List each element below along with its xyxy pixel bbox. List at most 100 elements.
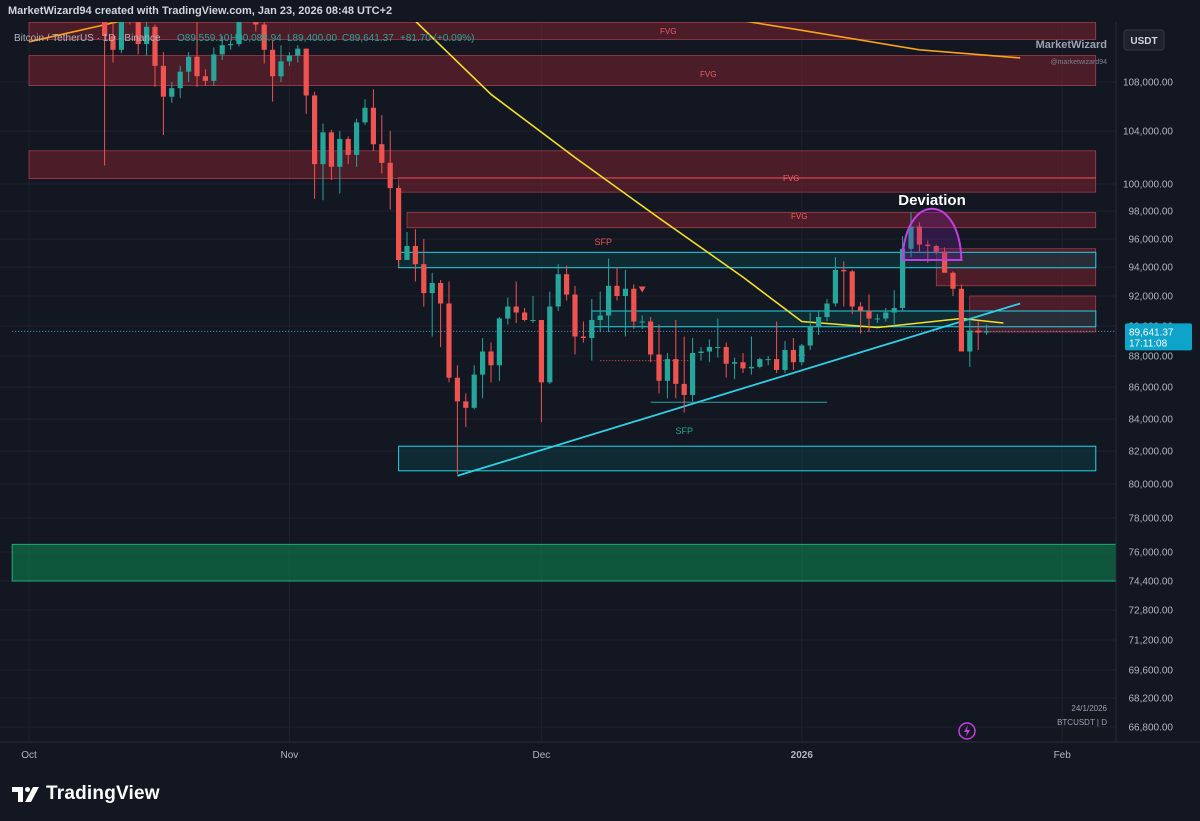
time-axis: Oct Nov Dec 2026 Feb <box>0 741 1200 770</box>
candle-body <box>639 321 645 323</box>
candle <box>681 336 687 413</box>
triangle-down-marker <box>638 286 646 293</box>
lightning-icon[interactable] <box>958 722 976 740</box>
candle <box>295 45 301 63</box>
candle-body <box>152 26 158 66</box>
candle <box>908 212 914 258</box>
candle <box>858 302 864 334</box>
candle <box>228 40 234 50</box>
candle-body <box>480 351 486 375</box>
candle <box>648 317 654 363</box>
candle <box>530 296 536 323</box>
candle-body <box>488 351 494 366</box>
candle-body <box>706 347 712 352</box>
candles <box>102 22 990 475</box>
time-tick-label: Feb <box>1054 750 1072 761</box>
candle <box>522 308 528 322</box>
candle-body <box>328 132 334 167</box>
candle <box>639 315 645 329</box>
candle-body <box>950 272 956 289</box>
candle <box>438 280 444 347</box>
candle-body <box>169 88 175 97</box>
candle-body <box>110 36 116 50</box>
sfp-label-top: SFP <box>594 237 612 247</box>
candle-body <box>421 264 427 294</box>
price-tick-label: 104,000.00 <box>1123 127 1173 138</box>
candle <box>690 338 696 402</box>
candle-body <box>774 359 780 370</box>
candle-body <box>698 351 704 353</box>
candle-body <box>883 312 889 319</box>
candle <box>488 342 494 383</box>
deviation-arc <box>901 207 963 261</box>
price-chart[interactable]: FVG FVG FVG FVG Deviation SFP SFP MarketWizard… <box>0 22 1200 770</box>
tradingview-brand: TradingView <box>46 783 160 804</box>
candle <box>580 321 586 343</box>
candle <box>782 341 788 374</box>
candle-body <box>320 132 326 165</box>
candle-body <box>463 401 469 408</box>
price-tick-label: 94,000.00 <box>1129 263 1174 274</box>
sfp-label-bottom: SFP <box>675 426 693 436</box>
candle-body <box>513 306 519 313</box>
last-price-tag <box>1125 323 1192 351</box>
candle-body <box>874 318 880 320</box>
candle <box>211 47 217 86</box>
candle-body <box>723 347 729 364</box>
candle <box>715 318 721 358</box>
candle-body <box>471 374 477 408</box>
candle-body <box>975 330 981 333</box>
candle-body <box>564 274 570 295</box>
candle <box>790 338 796 370</box>
candle-body <box>690 353 696 395</box>
candle <box>278 45 284 82</box>
candle <box>547 291 553 384</box>
candle <box>757 357 763 369</box>
candle <box>874 314 880 323</box>
candle-body <box>656 354 662 381</box>
candle <box>824 299 830 322</box>
legend-item: Bitcoin / TetherUS · 1D · Binance <box>14 33 161 44</box>
candle <box>152 24 158 87</box>
candle-body <box>790 350 796 363</box>
price-tick-label: 68,200.00 <box>1129 694 1174 705</box>
candle-body <box>538 320 544 383</box>
candle-body <box>253 22 259 25</box>
candle <box>404 232 410 260</box>
candle-body <box>681 383 687 395</box>
zone-red <box>398 177 1097 193</box>
candle <box>169 82 175 103</box>
candle <box>816 311 822 335</box>
trendline <box>457 302 1021 477</box>
candle-body <box>849 271 855 307</box>
candle-body <box>715 347 721 348</box>
zone-red <box>406 212 1097 229</box>
candle <box>664 353 670 399</box>
candle-body <box>219 45 225 55</box>
candle <box>807 312 813 350</box>
legend-item: +81.70 (+0.09%) <box>400 33 475 44</box>
candle-body <box>404 246 410 260</box>
time-tick-label: Nov <box>281 750 299 761</box>
candle <box>698 347 704 361</box>
legend-item: H90,088.94 <box>230 33 282 44</box>
legend-item: O89,559.10 <box>177 33 230 44</box>
candle-body <box>740 362 746 369</box>
candle-body <box>832 269 838 304</box>
candle-body <box>160 65 166 97</box>
candle-body <box>530 320 536 321</box>
price-tick-label: 69,600.00 <box>1129 666 1174 677</box>
zone-cyan <box>398 445 1097 472</box>
candle-body <box>312 95 318 165</box>
candle-body <box>438 282 444 304</box>
candle-body <box>177 71 183 89</box>
candle <box>841 261 847 307</box>
candle-body <box>429 282 435 294</box>
candle-body <box>816 317 822 326</box>
candle-body <box>572 294 578 337</box>
time-tick-label: 2026 <box>791 750 814 761</box>
lightning-icon-ring <box>958 722 976 740</box>
legend-item: C89,641.37 <box>342 33 394 44</box>
candle-body <box>580 336 586 338</box>
tradingview-logo[interactable]: TradingView <box>12 783 160 805</box>
